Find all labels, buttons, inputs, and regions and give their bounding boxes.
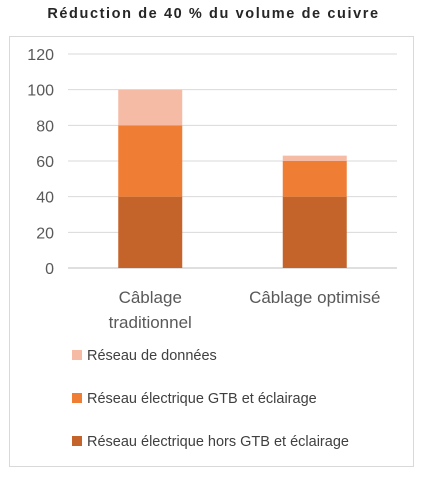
chart-title: Réduction de 40 % du volume de cuivre — [47, 6, 380, 22]
y-tick-label-60: 60 — [36, 154, 54, 171]
bar-1-series-3 — [118, 89, 183, 126]
bar-2-series-3 — [282, 155, 347, 161]
legend-label-1: Réseau électrique hors GTB et éclairage — [87, 434, 349, 450]
x-tick-label-1-line-1: Câblage — [119, 288, 182, 307]
x-tick-label-1-line-2: traditionnel — [109, 313, 192, 332]
bar-1-series-2 — [118, 125, 183, 197]
y-tick-label-120: 120 — [27, 47, 54, 64]
y-tick-label-80: 80 — [36, 118, 54, 135]
legend-label-2: Réseau électrique GTB et éclairage — [87, 391, 317, 407]
chart-frame — [9, 36, 414, 467]
bar-2-series-1 — [282, 196, 347, 268]
x-tick-label-2-line-1: Câblage optimisé — [249, 288, 380, 307]
bar-2-series-2 — [282, 161, 347, 197]
y-tick-label-20: 20 — [36, 225, 54, 242]
legend-swatch-3 — [72, 350, 82, 360]
legend-swatch-2 — [72, 393, 82, 403]
legend-label-3: Réseau de données — [87, 348, 217, 364]
bar-1-series-1 — [118, 196, 183, 268]
y-tick-label-0: 0 — [45, 261, 54, 278]
legend-swatch-1 — [72, 436, 82, 446]
y-tick-label-100: 100 — [27, 83, 54, 100]
y-tick-label-40: 40 — [36, 190, 54, 207]
